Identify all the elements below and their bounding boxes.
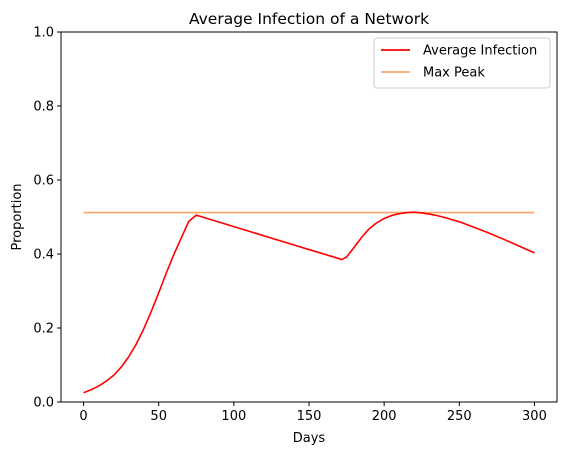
x-tick-label: 200 xyxy=(372,409,397,424)
series-layer xyxy=(83,211,535,394)
legend-box xyxy=(373,37,551,89)
x-tick-label: 0 xyxy=(79,409,87,424)
y-axis-title: Proportion xyxy=(10,183,25,250)
x-tick-label: 150 xyxy=(297,409,322,424)
x-axis-title: Days xyxy=(293,431,326,446)
x-axis-ticks: 0 50 100 150 200 250 300 xyxy=(79,402,547,424)
legend-label-0: Average Infection xyxy=(423,44,537,59)
plot-background xyxy=(61,32,557,402)
y-tick-label: 0.4 xyxy=(33,248,54,263)
x-tick-label: 100 xyxy=(221,409,246,424)
y-tick-label: 0.2 xyxy=(33,322,54,337)
y-tick-label: 0.6 xyxy=(33,174,54,189)
y-tick-label: 0.8 xyxy=(33,100,54,115)
chart-title: Average Infection of a Network xyxy=(189,10,429,28)
y-axis-ticks: 0.0 0.2 0.4 0.6 0.8 1.0 xyxy=(33,26,61,411)
y-tick-label: 1.0 xyxy=(33,26,54,41)
legend: Average Infection Max Peak xyxy=(373,37,551,89)
x-tick-label: 50 xyxy=(150,409,167,424)
x-tick-label: 300 xyxy=(522,409,547,424)
series-line-0 xyxy=(83,211,535,394)
x-tick-label: 250 xyxy=(447,409,472,424)
y-tick-label: 0.0 xyxy=(33,396,54,411)
legend-label-1: Max Peak xyxy=(423,66,485,81)
